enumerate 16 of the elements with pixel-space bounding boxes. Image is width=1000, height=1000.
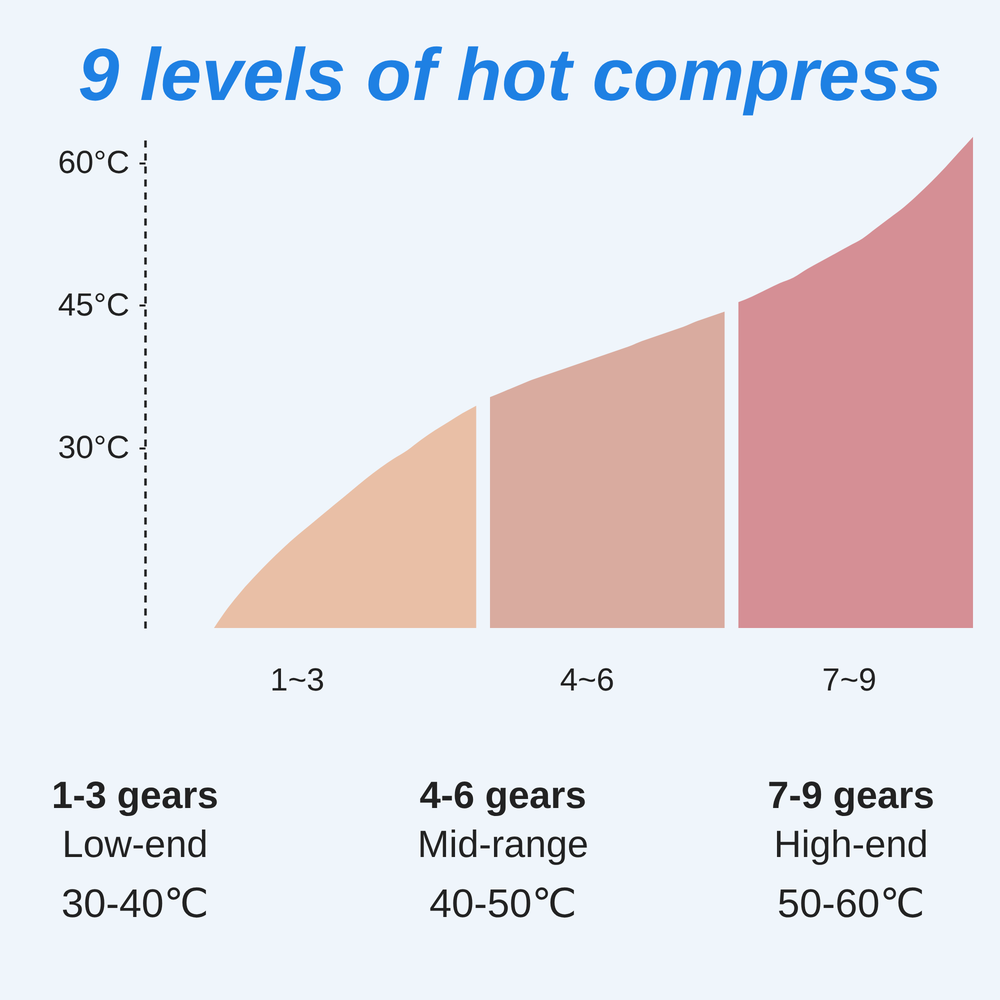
text: 4-6 gears [420, 775, 586, 817]
text: 30-40℃ [61, 882, 209, 926]
text: 40-50℃ [429, 882, 577, 926]
text: High-end [774, 824, 928, 866]
x-tick-label: 7~9 [822, 662, 876, 698]
x-tick-label: 1~3 [270, 662, 324, 698]
x-tick-label: 4~6 [560, 662, 614, 698]
text: Mid-range [417, 824, 589, 866]
text: 50-60℃ [777, 882, 925, 926]
text: 7-9 gears [768, 775, 934, 817]
text: Low-end [62, 824, 208, 866]
text: 1-3 gears [52, 775, 218, 817]
y-tick-label: 30°C [58, 429, 130, 465]
y-tick-label: 60°C [58, 144, 130, 180]
y-tick-label: 45°C [58, 286, 130, 322]
chart-title: 9 levels of hot compress [78, 33, 942, 116]
